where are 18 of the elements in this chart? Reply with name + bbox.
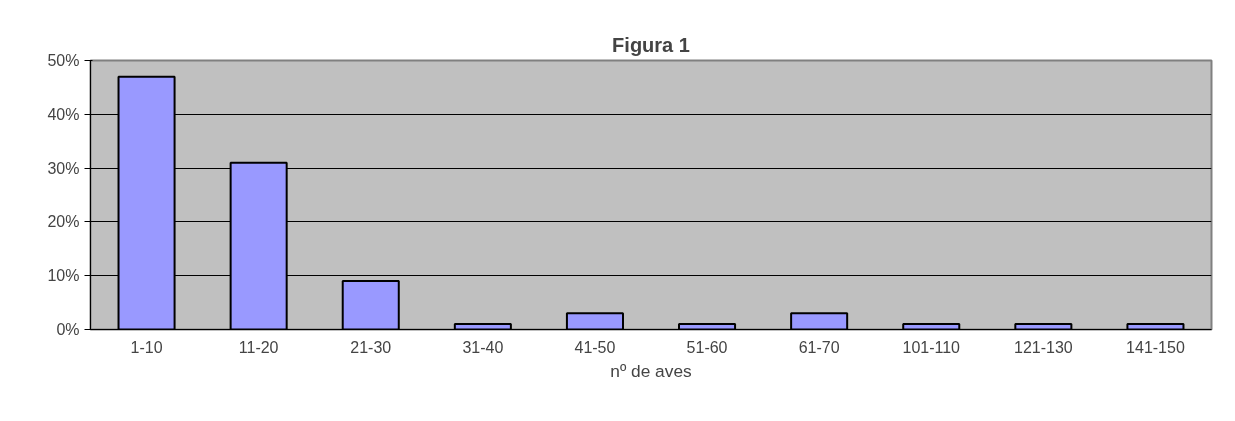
- x-tick-label: 31-40: [462, 338, 504, 356]
- x-tick-label: 41-50: [574, 338, 616, 356]
- chart-title: Figura 1: [612, 33, 690, 56]
- x-tick-label: 1-10: [130, 338, 163, 356]
- y-tick-label: 10%: [47, 267, 80, 285]
- y-tick-label: 50%: [47, 52, 80, 69]
- x-tick-label: 101-110: [902, 338, 961, 356]
- y-tick-label: 30%: [47, 159, 80, 177]
- x-tick-label: 21-30: [350, 338, 392, 356]
- x-tick-label: 141-150: [1126, 338, 1185, 356]
- x-tick-label: 121-130: [1013, 338, 1073, 356]
- x-axis-title: nº de aves: [610, 360, 693, 381]
- x-tick-label: 61-70: [798, 338, 840, 356]
- y-tick-label: 0%: [56, 321, 80, 338]
- y-tick-label: 20%: [47, 213, 80, 231]
- y-tick-label: 40%: [47, 105, 80, 123]
- x-tick-label: 51-60: [686, 338, 728, 356]
- x-tick-label: 11-20: [238, 338, 279, 356]
